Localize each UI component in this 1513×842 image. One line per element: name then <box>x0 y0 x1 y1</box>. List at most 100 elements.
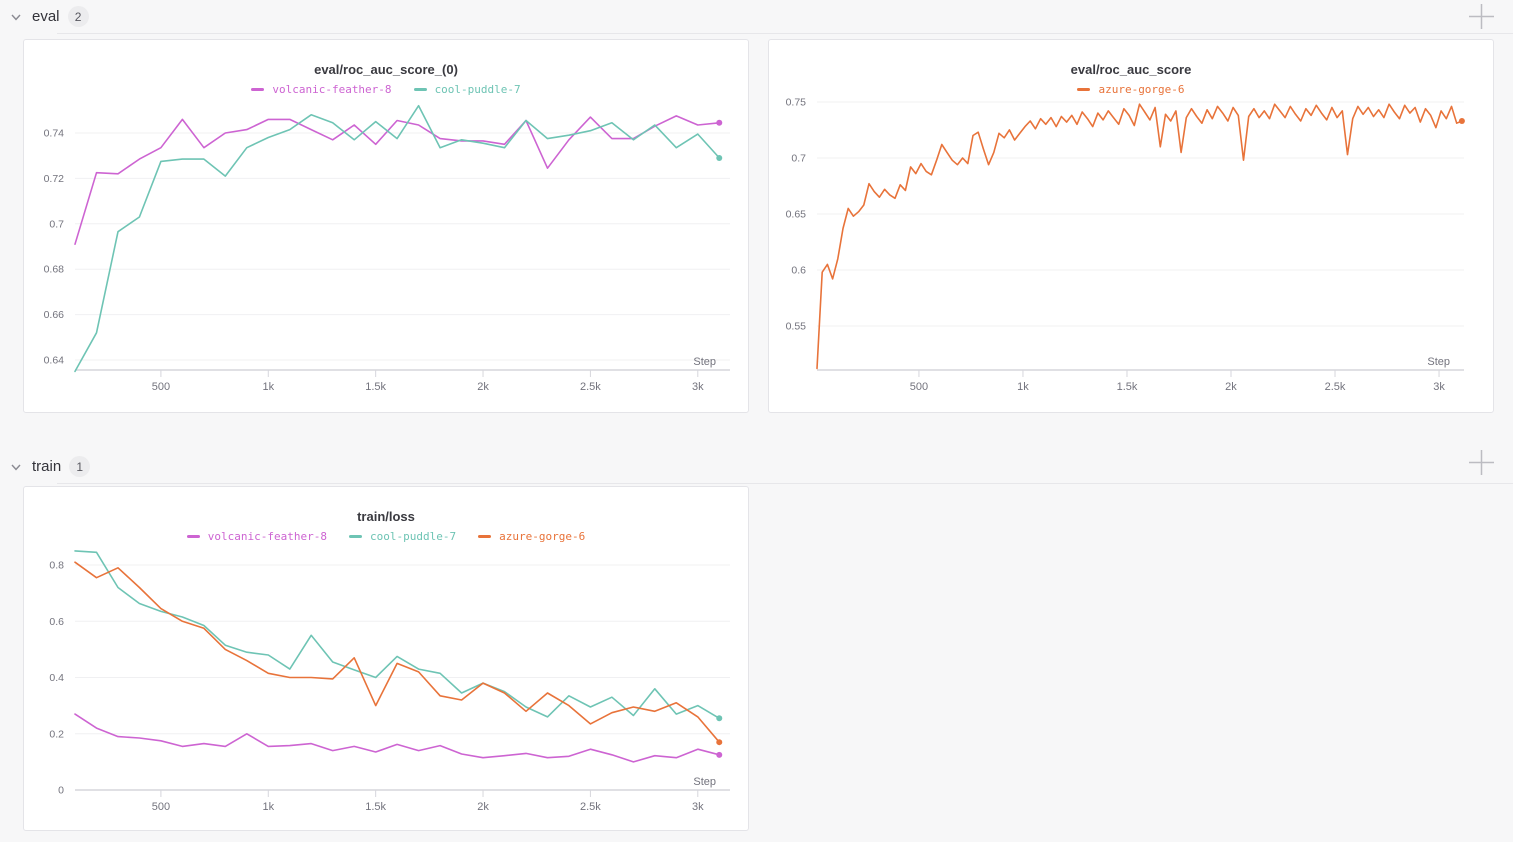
section-header-train: train 1 <box>0 450 1513 484</box>
legend-item-azure-gorge-6[interactable]: azure-gorge-6 <box>478 530 585 543</box>
series-volcanic-feather-8 <box>74 115 723 245</box>
x-axis: 500 1k 1.5k 2k 2.5k 3k Step <box>817 356 1464 393</box>
svg-text:3k: 3k <box>692 801 704 813</box>
panel-count-badge: 1 <box>69 456 91 477</box>
legend-run-name: azure-gorge-6 <box>1098 83 1185 96</box>
chevron-down-icon[interactable] <box>8 459 24 475</box>
svg-text:0: 0 <box>58 785 64 797</box>
legend-swatch <box>186 535 200 538</box>
svg-text:500: 500 <box>910 381 928 393</box>
svg-text:0.7: 0.7 <box>791 152 806 164</box>
svg-text:2k: 2k <box>1225 381 1237 393</box>
add-panel-button[interactable] <box>1466 447 1497 478</box>
svg-text:0.66: 0.66 <box>44 309 65 321</box>
gridlines <box>817 101 1464 327</box>
svg-text:2.5k: 2.5k <box>1325 381 1346 393</box>
y-axis-labels: 0.64 0.66 0.68 0.7 0.72 0.74 <box>44 127 65 366</box>
svg-text:0.68: 0.68 <box>44 264 65 276</box>
series-end-dot <box>716 119 723 126</box>
panel-train-loss[interactable]: train/loss volcanic-feather-8 cool-puddle… <box>23 486 749 831</box>
svg-text:0.4: 0.4 <box>49 672 64 684</box>
legend-item-cool-puddle-7[interactable]: cool-puddle-7 <box>413 83 521 96</box>
series-end-dot <box>716 751 723 758</box>
series-cool-puddle-7 <box>74 104 723 373</box>
series-azure-gorge-6 <box>74 561 723 746</box>
svg-text:2.5k: 2.5k <box>580 801 601 813</box>
svg-text:0.2: 0.2 <box>49 728 64 740</box>
svg-text:0.55: 0.55 <box>786 320 807 332</box>
panel-title: eval/roc_auc_score <box>1070 62 1192 77</box>
section-header-eval: eval 2 <box>0 0 1513 34</box>
legend-swatch <box>349 535 363 538</box>
panel-title: train/loss <box>357 509 415 524</box>
series-end-dot <box>716 154 723 161</box>
x-axis-title: Step <box>693 356 716 368</box>
legend-run-name: volcanic-feather-8 <box>207 530 328 543</box>
svg-text:0.8: 0.8 <box>49 560 64 572</box>
series-end-dot <box>1458 117 1465 124</box>
svg-text:0.6: 0.6 <box>49 616 64 628</box>
x-axis: 500 1k 1.5k 2k 2.5k 3k Step <box>75 356 730 393</box>
legend-item-cool-puddle-7[interactable]: cool-puddle-7 <box>349 530 456 543</box>
plot-area[interactable]: 0.64 0.66 0.68 0.7 0.72 0.74 500 1k 1.5k 2k 2.5k 3k… <box>24 40 750 414</box>
chevron-down-icon[interactable] <box>8 9 24 25</box>
svg-text:500: 500 <box>152 381 170 393</box>
panel-title: eval/roc_auc_score_(0) <box>314 62 458 77</box>
section-divider <box>57 483 1513 484</box>
legend-swatch <box>413 88 427 91</box>
plot-area[interactable]: 0.55 0.6 0.65 0.7 0.75 500 1k 1.5k 2k 2.5k 3k Step <box>769 40 1495 414</box>
y-axis-labels: 0 0.2 0.4 0.6 0.8 <box>49 560 64 797</box>
x-axis-title: Step <box>1427 356 1450 368</box>
svg-text:0.7: 0.7 <box>49 218 64 230</box>
section-divider <box>57 33 1513 34</box>
x-axis: 500 1k 1.5k 2k 2.5k 3k Step <box>75 776 730 813</box>
legend-swatch <box>478 535 492 538</box>
panel-eval-roc-auc-score[interactable]: eval/roc_auc_score azure-gorge-6 0.55 0.6… <box>768 39 1494 413</box>
svg-text:2k: 2k <box>477 801 489 813</box>
gridlines <box>75 132 730 361</box>
series-cool-puddle-7 <box>74 550 723 722</box>
svg-text:0.75: 0.75 <box>786 96 807 108</box>
section-title: eval <box>32 8 60 25</box>
svg-text:0.6: 0.6 <box>791 264 806 276</box>
y-axis-labels: 0.55 0.6 0.65 0.7 0.75 <box>786 96 807 332</box>
legend-item-volcanic-feather-8[interactable]: volcanic-feather-8 <box>251 83 392 96</box>
legend-item-azure-gorge-6[interactable]: azure-gorge-6 <box>1077 83 1185 96</box>
svg-text:3k: 3k <box>692 381 704 393</box>
legend-run-name: cool-puddle-7 <box>370 530 457 543</box>
legend-swatch <box>1077 88 1091 91</box>
legend-swatch <box>251 88 265 91</box>
svg-text:0.74: 0.74 <box>44 127 65 139</box>
add-panel-button[interactable] <box>1466 1 1497 32</box>
series-volcanic-feather-8 <box>74 713 723 763</box>
svg-text:1.5k: 1.5k <box>365 801 386 813</box>
legend: azure-gorge-6 <box>769 83 1493 96</box>
svg-text:1k: 1k <box>1017 381 1029 393</box>
svg-text:1.5k: 1.5k <box>365 381 386 393</box>
series-azure-gorge-6 <box>816 103 1465 370</box>
x-axis-title: Step <box>693 776 716 788</box>
svg-text:0.64: 0.64 <box>44 355 65 367</box>
svg-text:500: 500 <box>152 801 170 813</box>
panel-eval-roc-auc-score-0[interactable]: eval/roc_auc_score_(0) volcanic-feather-… <box>23 39 749 413</box>
legend: volcanic-feather-8 cool-puddle-7 <box>24 83 748 96</box>
panel-count-badge: 2 <box>67 6 89 27</box>
legend-run-name: volcanic-feather-8 <box>272 83 392 96</box>
svg-text:2k: 2k <box>477 381 489 393</box>
section-title: train <box>32 458 62 475</box>
plot-area[interactable]: 0 0.2 0.4 0.6 0.8 500 1k 1.5k 2k 2.5k 3k Step <box>24 487 750 832</box>
legend-run-name: cool-puddle-7 <box>434 83 521 96</box>
svg-text:1k: 1k <box>262 381 274 393</box>
legend: volcanic-feather-8 cool-puddle-7 azure-gor… <box>24 530 748 543</box>
svg-text:3k: 3k <box>1433 381 1445 393</box>
legend-run-name: azure-gorge-6 <box>499 530 586 543</box>
svg-text:0.65: 0.65 <box>786 208 807 220</box>
gridlines <box>75 564 730 791</box>
legend-item-volcanic-feather-8[interactable]: volcanic-feather-8 <box>186 530 328 543</box>
svg-text:1.5k: 1.5k <box>1117 381 1138 393</box>
svg-text:2.5k: 2.5k <box>580 381 601 393</box>
series-end-dot <box>716 739 723 746</box>
svg-text:0.72: 0.72 <box>44 173 65 185</box>
svg-text:1k: 1k <box>262 801 274 813</box>
series-end-dot <box>716 715 723 722</box>
